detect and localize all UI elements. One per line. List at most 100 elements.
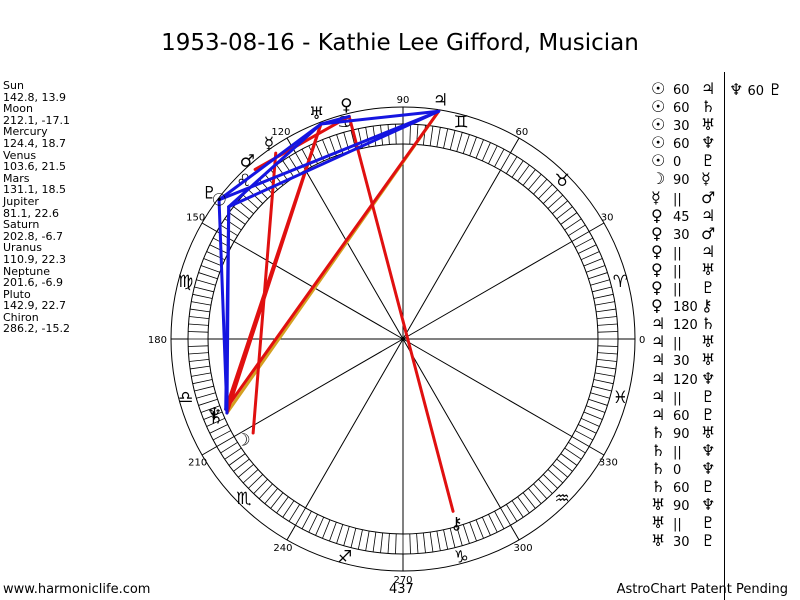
degree-tick bbox=[224, 447, 242, 460]
aspect-angle: 60 bbox=[673, 137, 690, 153]
position-value: 212.1, -17.1 bbox=[3, 113, 70, 127]
degree-tick bbox=[593, 293, 614, 299]
degree-tick bbox=[592, 286, 612, 293]
aspect-row: ☉ 0 ♇ bbox=[651, 151, 715, 171]
degree-tick bbox=[238, 464, 254, 478]
aspect-planet1: ♃ bbox=[651, 350, 666, 370]
degree-tick bbox=[198, 272, 218, 280]
degree-tick bbox=[422, 532, 426, 553]
planet-glyph: ♀ bbox=[340, 96, 352, 116]
degree-tick bbox=[517, 496, 530, 514]
aspect-planet2: ♅ bbox=[701, 332, 716, 352]
aspect-planet1: ♀ bbox=[651, 223, 663, 243]
degree-tick bbox=[517, 164, 530, 182]
aspect-row: ♃ 60 ♇ bbox=[651, 405, 715, 424]
zodiac-sign-glyph: ♒ bbox=[554, 489, 569, 509]
degree-tick bbox=[522, 169, 536, 186]
degree-tick bbox=[282, 500, 295, 518]
position-value: 202.8, -6.7 bbox=[3, 229, 63, 243]
aspect-planet2: ♇ bbox=[701, 477, 716, 497]
degree-tick bbox=[533, 178, 548, 195]
degree-tick bbox=[209, 424, 228, 434]
degree-tick bbox=[282, 160, 295, 178]
aspect-angle: || bbox=[673, 191, 682, 207]
position-name: Uranus bbox=[3, 241, 42, 255]
degree-tick bbox=[191, 372, 212, 377]
degree-tick bbox=[578, 244, 597, 254]
degree-tick bbox=[189, 358, 210, 362]
planet-glyph: ♅ bbox=[309, 104, 324, 124]
aspect-angle: || bbox=[673, 517, 682, 533]
aspect-planet1: ♃ bbox=[651, 332, 666, 352]
degree-tick bbox=[597, 352, 618, 355]
degree-tick bbox=[594, 372, 615, 377]
aspect-row: ☿ || ♂ bbox=[651, 187, 715, 207]
degree-label: 210 bbox=[188, 458, 207, 469]
degree-tick bbox=[409, 124, 411, 145]
aspect-angle: 90 bbox=[673, 426, 690, 442]
footer-website[interactable]: www.harmoniclife.com bbox=[3, 582, 151, 597]
degree-label: 90 bbox=[397, 95, 410, 106]
degree-tick bbox=[216, 436, 235, 447]
degree-tick bbox=[505, 504, 518, 522]
sign-spoke-outer bbox=[510, 137, 520, 154]
sign-spoke-outer bbox=[201, 222, 218, 232]
aspect-planet2: ☿ bbox=[701, 169, 711, 189]
position-name: Chiron bbox=[3, 310, 39, 324]
aspect-angle: 30 bbox=[673, 227, 690, 243]
degree-tick bbox=[188, 323, 209, 326]
degree-tick bbox=[343, 526, 350, 546]
degree-tick bbox=[596, 316, 617, 320]
aspect-line bbox=[319, 114, 351, 126]
degree-tick bbox=[552, 200, 568, 214]
degree-tick bbox=[220, 441, 238, 454]
sign-spoke-outer bbox=[588, 222, 605, 232]
degree-tick bbox=[574, 237, 594, 248]
aspect-planet1: ♅ bbox=[651, 495, 666, 515]
degree-tick bbox=[228, 212, 246, 225]
aspect-planet2: ♇ bbox=[701, 278, 716, 298]
aspect-planet1: ♃ bbox=[651, 386, 666, 406]
position-value: 103.6, 21.5 bbox=[3, 160, 66, 174]
degree-tick bbox=[395, 533, 397, 554]
aspect-angle: || bbox=[673, 263, 682, 279]
aspect-planet1: ☿ bbox=[651, 187, 661, 207]
aspect-planet2: ⚷ bbox=[701, 296, 713, 316]
degree-tick bbox=[276, 496, 289, 514]
degree-tick bbox=[568, 224, 586, 237]
degree-tick bbox=[597, 323, 618, 326]
aspect-planet2: ♄ bbox=[701, 314, 716, 334]
degree-tick bbox=[533, 483, 548, 500]
zodiac-sign-glyph: ♈ bbox=[613, 272, 628, 292]
degree-tick bbox=[203, 258, 223, 267]
aspect-planet1: ♀ bbox=[651, 241, 663, 261]
degree-tick bbox=[190, 308, 210, 313]
degree-tick bbox=[380, 532, 384, 553]
aspect-angle: 90 bbox=[673, 173, 690, 189]
degree-tick bbox=[192, 379, 213, 385]
position-value: 131.1, 18.5 bbox=[3, 183, 66, 197]
aspect-list-divider bbox=[724, 72, 725, 600]
degree-tick bbox=[233, 206, 250, 220]
aspect-planet2: ♅ bbox=[701, 259, 716, 279]
aspect-row: ♀ 45 ♃ bbox=[651, 205, 715, 225]
degree-tick bbox=[594, 301, 615, 306]
degree-label: 30 bbox=[601, 213, 614, 224]
degree-tick bbox=[456, 132, 463, 152]
aspect-line bbox=[217, 122, 323, 202]
zodiac-sign-glyph: ♐ bbox=[337, 547, 352, 567]
aspect-planet1: ☉ bbox=[651, 151, 666, 171]
sign-spoke bbox=[402, 338, 573, 437]
degree-tick bbox=[511, 160, 524, 178]
degree-tick bbox=[228, 453, 246, 466]
aspect-row: ♀ || ♇ bbox=[651, 278, 716, 298]
position-value: 201.6, -6.9 bbox=[3, 276, 63, 290]
aspect-angle: 90 bbox=[673, 499, 690, 515]
aspect-planet1: ♀ bbox=[651, 205, 663, 225]
degree-tick bbox=[301, 510, 312, 530]
degree-tick bbox=[556, 458, 573, 472]
position-name: Saturn bbox=[3, 218, 40, 232]
degree-tick bbox=[253, 478, 268, 494]
sign-spoke-outer bbox=[201, 446, 218, 456]
